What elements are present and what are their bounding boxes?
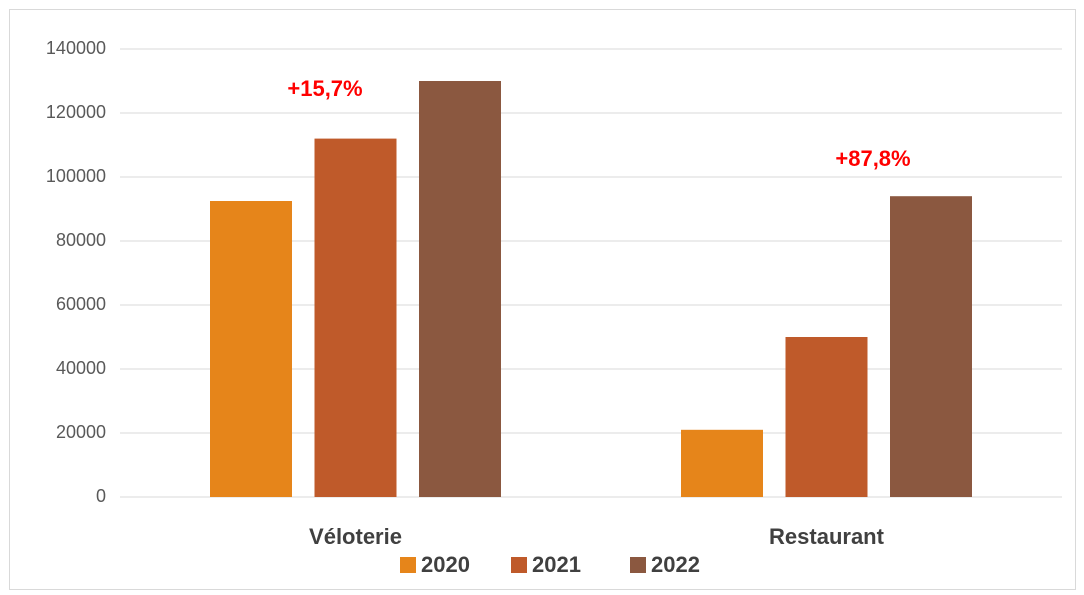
y-tick-label: 80000 (56, 230, 106, 250)
legend-label: 2020 (421, 552, 470, 577)
legend-label: 2022 (651, 552, 700, 577)
y-tick-label: 100000 (46, 166, 106, 186)
y-tick-label: 120000 (46, 102, 106, 122)
x-tick-label: Véloterie (309, 524, 402, 549)
y-tick-label: 20000 (56, 422, 106, 442)
legend-label: 2021 (532, 552, 581, 577)
bar (785, 337, 868, 497)
bar (419, 81, 501, 497)
bar (681, 429, 763, 497)
y-tick-label: 140000 (46, 38, 106, 58)
annotation: +87,8% (835, 146, 910, 171)
x-tick-label: Restaurant (769, 524, 885, 549)
legend-swatch (630, 557, 646, 573)
y-tick-label: 40000 (56, 358, 106, 378)
bar (314, 138, 397, 497)
legend-swatch (511, 557, 527, 573)
y-tick-label: 0 (96, 486, 106, 506)
annotation: +15,7% (287, 76, 362, 101)
bar (890, 196, 972, 497)
y-tick-label: 60000 (56, 294, 106, 314)
legend-swatch (400, 557, 416, 573)
bar (210, 201, 292, 497)
